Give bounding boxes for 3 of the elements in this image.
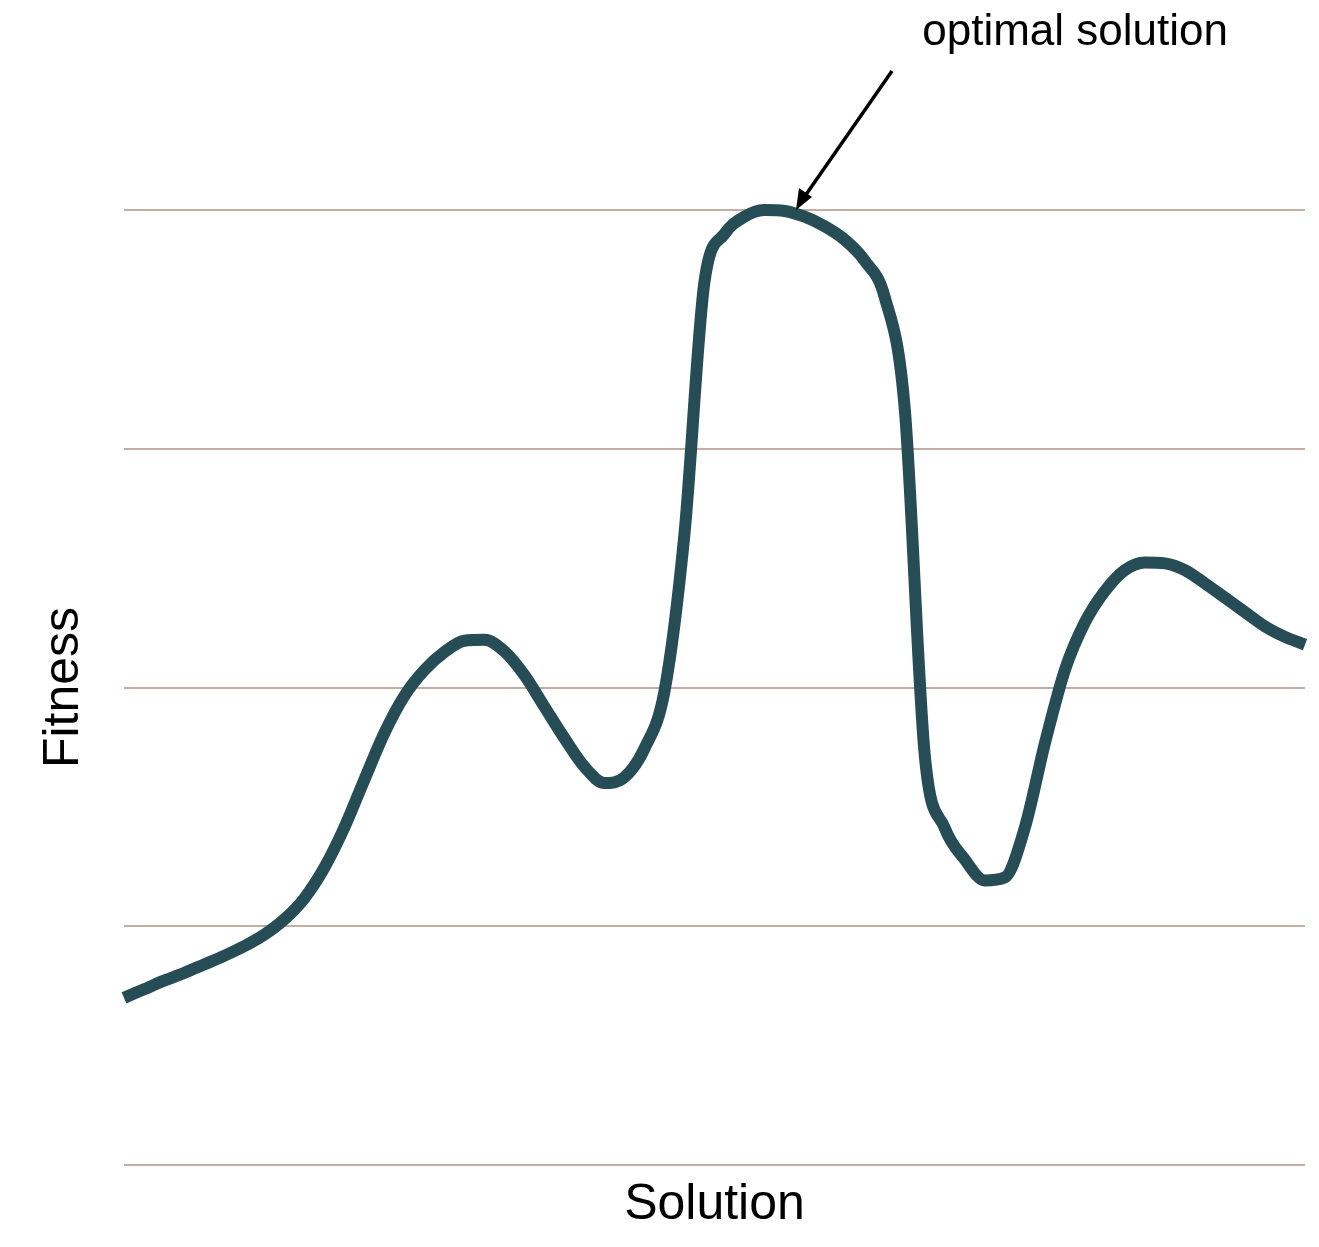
x-axis-title: Solution [624,1173,805,1230]
y-axis-title: Fitness [32,606,89,769]
text: optimal solution [922,5,1228,55]
